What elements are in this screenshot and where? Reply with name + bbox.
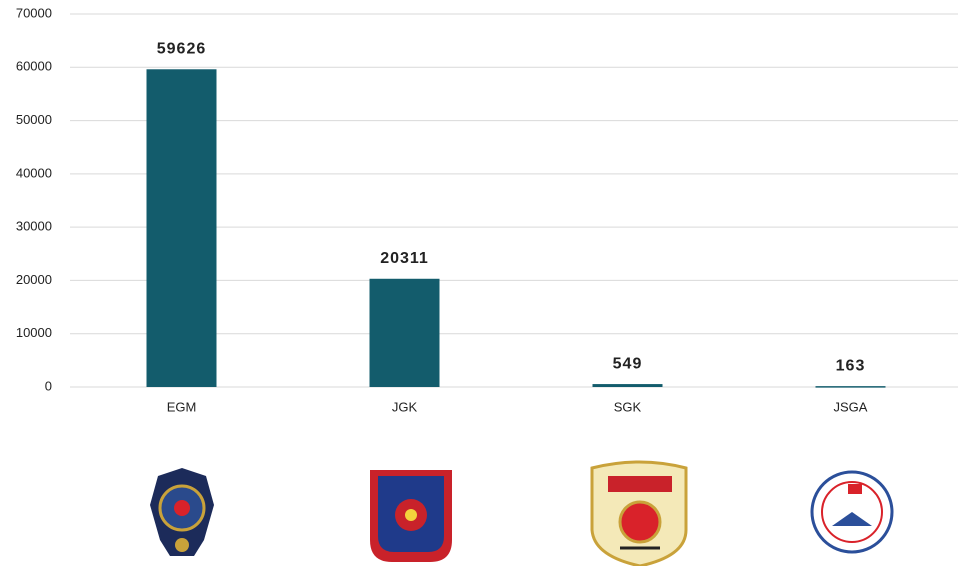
y-tick-label: 30000 [16, 219, 52, 234]
value-label: 59626 [157, 40, 207, 57]
logos [150, 460, 894, 566]
jsga-emblem [810, 470, 894, 554]
bar [369, 278, 440, 387]
egm-emblem [150, 468, 214, 556]
value-label: 163 [836, 357, 866, 374]
jgk-emblem [370, 470, 452, 562]
y-tick-label: 20000 [16, 272, 52, 287]
x-tick-label: JGK [392, 399, 418, 414]
value-label: 20311 [380, 250, 429, 267]
x-tick-label: SGK [614, 399, 642, 414]
sgk-emblem [590, 460, 688, 566]
x-tick-label: EGM [167, 399, 197, 414]
y-tick-label: 10000 [16, 325, 52, 340]
bar [815, 386, 886, 388]
y-tick-label: 50000 [16, 112, 52, 127]
bar [146, 69, 217, 388]
bar [592, 384, 663, 387]
y-tick-label: 40000 [16, 165, 52, 180]
y-tick-label: 60000 [16, 59, 52, 74]
x-tick-label: JSGA [834, 399, 868, 414]
y-tick-label: 0 [45, 378, 52, 393]
value-label: 549 [613, 355, 643, 372]
y-tick-label: 70000 [16, 5, 52, 20]
